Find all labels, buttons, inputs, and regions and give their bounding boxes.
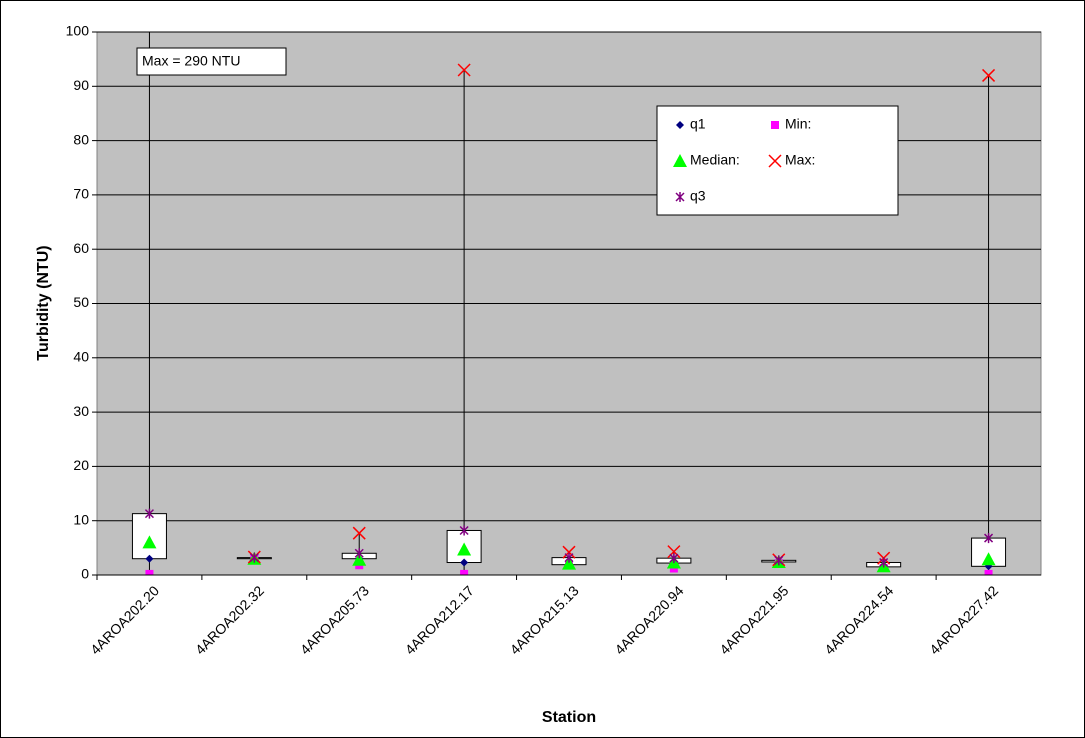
legend-marker: [675, 192, 685, 202]
legend-label: Max:: [785, 152, 815, 168]
point: [460, 558, 469, 567]
legend-label: q3: [690, 188, 706, 204]
point: [879, 557, 889, 568]
y-tick-label: 90: [73, 77, 89, 93]
point: [562, 545, 576, 559]
point: [249, 552, 259, 563]
point: [352, 552, 367, 566]
point: [981, 552, 996, 566]
y-axis-title: Turbidity (NTU): [35, 245, 52, 360]
legend-marker: [676, 121, 684, 129]
x-axis-title: Station: [542, 709, 596, 726]
point: [984, 569, 993, 575]
legend-marker: [771, 121, 779, 129]
legend-label: Min:: [785, 116, 811, 132]
point: [562, 556, 576, 570]
annotation: Max = 290 NTU: [142, 53, 240, 69]
point: [459, 525, 469, 536]
point: [352, 526, 366, 540]
legend-marker: [768, 154, 782, 168]
point: [457, 542, 472, 556]
point: [669, 553, 679, 564]
point: [564, 552, 574, 563]
y-tick-label: 20: [73, 457, 89, 473]
y-tick-label: 60: [73, 240, 89, 256]
point: [982, 68, 996, 82]
point: [145, 569, 154, 575]
point: [774, 555, 784, 566]
y-tick-label: 40: [73, 349, 89, 365]
point: [144, 508, 154, 519]
y-tick-label: 80: [73, 131, 89, 147]
point: [142, 535, 157, 549]
annotation-box: [136, 47, 287, 76]
y-tick-label: 70: [73, 186, 89, 202]
point: [667, 545, 681, 559]
y-tick-label: 0: [81, 566, 89, 582]
legend-marker: [673, 154, 687, 167]
legend-label: Median:: [690, 152, 740, 168]
y-tick-label: 10: [73, 511, 89, 527]
point: [460, 569, 469, 575]
point: [354, 548, 364, 559]
y-tick-label: 100: [66, 23, 90, 39]
point: [145, 554, 154, 563]
point: [457, 63, 471, 77]
point: [984, 533, 994, 544]
y-tick-label: 30: [73, 403, 89, 419]
y-tick-label: 50: [73, 294, 89, 310]
legend-label: q1: [690, 116, 706, 132]
